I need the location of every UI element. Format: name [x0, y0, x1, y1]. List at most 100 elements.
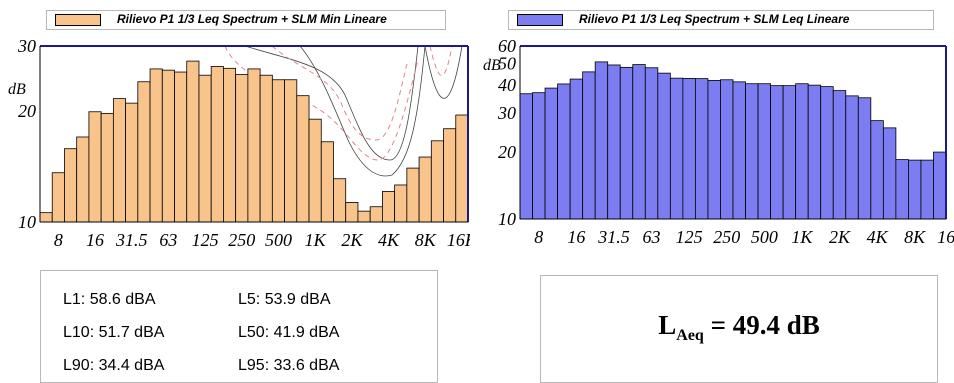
bar-33 [933, 151, 947, 220]
bar-10 [644, 67, 659, 220]
bar-5 [100, 112, 114, 223]
x-tick-label-8: 2K [341, 230, 363, 250]
x-tick-label-3: 63 [643, 227, 661, 247]
bar-3 [76, 136, 90, 223]
stat-l90: L90: 34.4 dBA [63, 357, 165, 374]
bar-19 [757, 83, 771, 220]
bar-9 [149, 68, 163, 223]
bar-8 [619, 66, 634, 220]
right-chart-panel: Rilievo P1 1/3 Leq Spectrum + SLM Leq Li… [478, 0, 954, 260]
right-legend: Rilievo P1 1/3 Leq Spectrum + SLM Leq Li… [508, 10, 934, 30]
stat-l5: L5: 53.9 dBA [238, 291, 331, 308]
bar-15 [707, 80, 721, 220]
x-tick-label-3: 63 [159, 230, 177, 250]
bar-23 [320, 141, 334, 223]
x-tick-label-10: 8K [904, 227, 926, 247]
bar-12 [669, 77, 684, 220]
bar-10 [161, 69, 175, 223]
bar-4 [88, 111, 102, 223]
bar-31 [418, 156, 432, 223]
y-tick-label-1: 20 [498, 142, 516, 162]
stat-l50: L50: 41.9 dBA [238, 324, 340, 341]
y-tick-label-5: 60 [498, 36, 516, 56]
bar-29 [394, 184, 408, 223]
bar-9 [632, 64, 646, 220]
bar-31 [908, 159, 922, 220]
bar-13 [198, 74, 212, 223]
bar-7 [607, 64, 621, 220]
bar-28 [381, 191, 396, 223]
bar-2 [64, 148, 78, 223]
bar-20 [284, 79, 298, 223]
x-tick-label-0: 8 [54, 230, 63, 250]
bar-25 [832, 90, 847, 220]
curve-dashed-1 [224, 45, 419, 161]
x-tick-label-5: 250 [713, 227, 740, 247]
bar-26 [845, 95, 859, 220]
bar-16 [235, 74, 249, 223]
bar-34 [455, 114, 469, 223]
stat-l95: L95: 33.6 dBA [238, 357, 340, 374]
bar-6 [594, 61, 609, 220]
bar-18 [745, 83, 759, 220]
curve-dashed-3 [429, 45, 453, 76]
x-tick-label-7: 1K [305, 230, 327, 250]
x-tick-label-2: 31.5 [597, 227, 630, 247]
x-tick-label-0: 8 [534, 227, 543, 247]
x-tick-label-5: 250 [228, 230, 255, 250]
y-axis-label: dB [8, 81, 26, 98]
y-tick-label-1: 20 [18, 101, 36, 121]
leq-box: LAeq = 49.4 dB [540, 275, 938, 383]
stat-l10: L10: 51.7 dBA [63, 324, 165, 341]
curve-right [424, 45, 463, 99]
x-tick-label-1: 16 [567, 227, 585, 247]
bar-14 [210, 66, 224, 223]
curve-dashed-2 [271, 45, 409, 141]
x-tick-label-2: 31.5 [115, 230, 148, 250]
bar-4 [569, 78, 584, 220]
bar-5 [582, 71, 596, 220]
bar-19 [271, 79, 285, 223]
bar-16 [720, 79, 734, 220]
bar-27 [369, 206, 383, 223]
x-tick-label-4: 125 [676, 227, 703, 247]
curve-upper [244, 45, 419, 161]
left-legend: Rilievo P1 1/3 Leq Spectrum + SLM Min Li… [46, 10, 446, 30]
leq-value: LAeq = 49.4 dB [541, 310, 937, 345]
right-legend-swatch [517, 14, 563, 26]
bar-30 [895, 159, 909, 220]
leq-number: = 49.4 dB [710, 310, 820, 340]
bar-11 [174, 71, 188, 223]
x-tick-label-4: 125 [192, 230, 219, 250]
bar-21 [782, 85, 797, 220]
bar-29 [882, 127, 897, 220]
bar-2 [544, 87, 558, 220]
bar-32 [920, 159, 934, 220]
curve-middle [299, 45, 426, 177]
x-tick-label-11: 16K [937, 227, 954, 247]
bar-28 [870, 120, 884, 220]
bar-24 [333, 178, 347, 223]
bar-30 [406, 167, 420, 223]
bar-27 [857, 97, 872, 220]
bar-26 [357, 210, 371, 223]
percentile-stats-box: L1: 58.6 dBA L5: 53.9 dBA L10: 51.7 dBA … [40, 270, 438, 383]
y-tick-label-3: 40 [498, 75, 516, 95]
x-tick-label-9: 4K [378, 230, 400, 250]
bar-22 [795, 83, 809, 220]
bar-8 [137, 81, 151, 223]
x-tick-label-1: 16 [86, 230, 104, 250]
y-tick-label-0: 10 [498, 209, 516, 229]
x-tick-label-11: 16K [447, 230, 470, 250]
bar-3 [557, 83, 571, 220]
left-chart: 0102030dB81631.5631252505001K2K4K8K16K [8, 36, 470, 250]
bar-7 [125, 102, 139, 223]
x-tick-label-6: 500 [751, 227, 778, 247]
x-tick-label-10: 8K [415, 230, 437, 250]
y-axis-label: dB [483, 57, 501, 74]
bar-21 [296, 95, 310, 223]
y-tick-label-2: 30 [497, 103, 516, 123]
bar-15 [223, 67, 237, 223]
y-tick-label-0: 10 [18, 212, 36, 232]
